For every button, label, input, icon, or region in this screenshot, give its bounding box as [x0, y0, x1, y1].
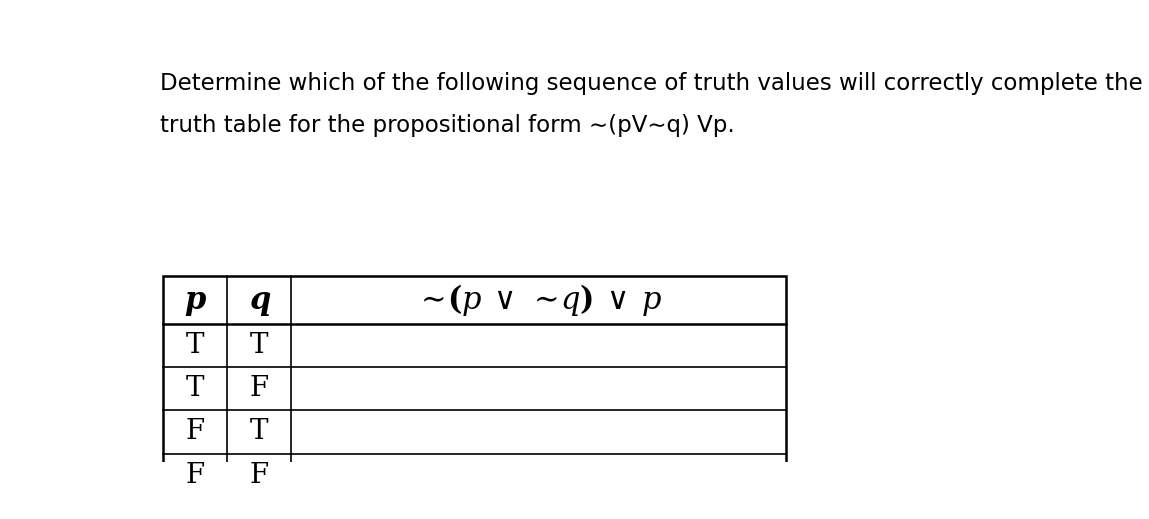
- Text: T: T: [250, 332, 269, 359]
- Text: F: F: [249, 375, 269, 402]
- Text: truth table for the propositional form ∼(pV∼q) Vp.: truth table for the propositional form ∼…: [160, 114, 734, 137]
- Text: T: T: [186, 375, 205, 402]
- Text: q: q: [248, 284, 270, 316]
- Text: T: T: [186, 332, 205, 359]
- Bar: [163, 276, 786, 497]
- Text: F: F: [249, 461, 269, 488]
- Text: T: T: [250, 418, 269, 445]
- Text: F: F: [186, 418, 205, 445]
- Text: Determine which of the following sequence of truth values will correctly complet: Determine which of the following sequenc…: [160, 72, 1142, 95]
- Text: p: p: [185, 284, 206, 316]
- Text: $\sim\!\mathbf{(}p\:\vee\:\sim\!q\mathbf{)}\:\vee\:p$: $\sim\!\mathbf{(}p\:\vee\:\sim\!q\mathbf…: [415, 282, 662, 318]
- Text: F: F: [186, 461, 205, 488]
